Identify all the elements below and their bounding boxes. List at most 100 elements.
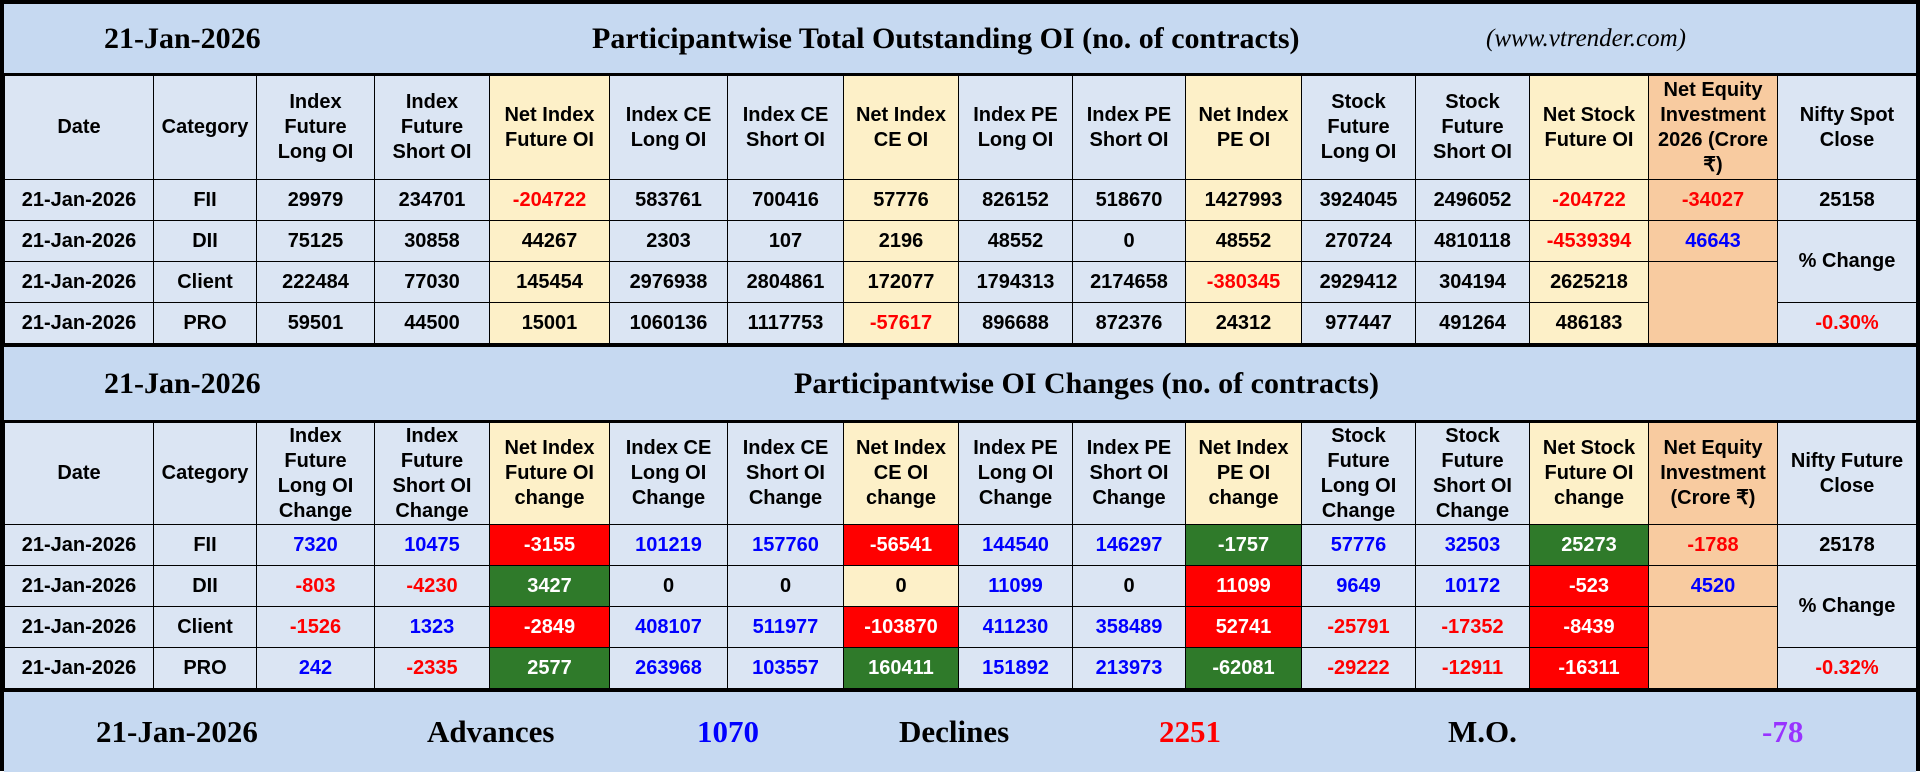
value-cell: -8439 (1529, 606, 1649, 648)
column-header: Net Index Future OI (489, 75, 610, 180)
value-cell: -16311 (1529, 647, 1649, 689)
column-header: Stock Future Long OI (1301, 75, 1416, 180)
value-cell: 234701 (374, 179, 490, 221)
date-cell: 21-Jan-2026 (4, 220, 154, 262)
value-cell: 101219 (609, 524, 728, 566)
value-cell: 172077 (843, 261, 959, 303)
data-row: 21-Jan-2026 PRO 59501 44500 15001 1060136 1117… (4, 302, 1917, 344)
value-cell: -803 (256, 565, 375, 607)
value-cell: 583761 (609, 179, 728, 221)
column-header: Index PE Long OI (958, 75, 1073, 180)
value-cell: 57776 (843, 179, 959, 221)
data-row: 21-Jan-2026 Client -1526 1323 -2849 408107 511… (4, 606, 1917, 689)
data-row: 21-Jan-2026 FII 29979 234701 -204722 583761 70… (4, 179, 1917, 221)
value-cell: 2496052 (1415, 179, 1530, 221)
value-cell: 157760 (727, 524, 844, 566)
value-cell: 491264 (1415, 302, 1530, 344)
value-cell: 4810118 (1415, 220, 1530, 262)
column-header: Date (4, 422, 154, 525)
value-cell: 2929412 (1301, 261, 1416, 303)
value-cell: 48552 (958, 220, 1073, 262)
title-band: 21-Jan-2026 Participantwise Total Outsta… (4, 4, 1916, 75)
value-cell: -56541 (843, 524, 959, 566)
equity-cell (1648, 606, 1778, 689)
advances: 1070 (697, 714, 759, 749)
advances-label: Advances (427, 714, 555, 749)
data-row: 21-Jan-2026 PRO 242 -2335 2577 263968 103557 16… (4, 647, 1917, 689)
value-cell: -12911 (1415, 647, 1530, 689)
value-cell: -2849 (489, 606, 610, 648)
value-cell: 2804861 (727, 261, 844, 303)
value-cell: 3924045 (1301, 179, 1416, 221)
column-header: Nifty Future Close (1777, 422, 1917, 525)
value-cell: 1427993 (1185, 179, 1302, 221)
date: 21-Jan-2026 (104, 21, 261, 55)
changes-table: Date Category Index Future Long OI Change I… (4, 422, 1917, 689)
declines-label: Declines (899, 714, 1010, 749)
value-cell: 144540 (958, 524, 1073, 566)
column-header: Index Future Long OI (256, 75, 375, 180)
column-header: Net Index PE OI (1185, 75, 1302, 180)
change-label: % Change (1777, 565, 1917, 648)
value-cell: 0 (1072, 565, 1186, 607)
value-cell: 1794313 (958, 261, 1073, 303)
value-cell: 146297 (1072, 524, 1186, 566)
title: Participantwise Total Outstanding OI (no… (592, 21, 1300, 55)
value-cell: 7320 (256, 524, 375, 566)
column-header: Index PE Long OI Change (958, 422, 1073, 525)
date-cell: 21-Jan-2026 (4, 302, 154, 344)
column-header: Net Equity Investment 2026 (Crore ₹) (1648, 75, 1778, 180)
equity-cell (1648, 261, 1778, 344)
value-cell: -2335 (374, 647, 490, 689)
date-cell: 21-Jan-2026 (4, 179, 154, 221)
header-row: Date Category Index Future Long OI Change I… (4, 422, 1917, 525)
value-cell: 145454 (489, 261, 610, 303)
column-header: Index CE Short OI (727, 75, 844, 180)
value-cell: -103870 (843, 606, 959, 648)
value-cell: 896688 (958, 302, 1073, 344)
value-cell: 103557 (727, 647, 844, 689)
value-cell: 2174658 (1072, 261, 1186, 303)
date-cell: 21-Jan-2026 (4, 647, 154, 689)
value-cell: 24312 (1185, 302, 1302, 344)
nifty-change: -0.30% (1777, 302, 1917, 344)
equity-cell: 4520 (1648, 565, 1778, 607)
value-cell: 826152 (958, 179, 1073, 221)
value-cell: 1323 (374, 606, 490, 648)
value-cell: -17352 (1415, 606, 1530, 648)
value-cell: 10475 (374, 524, 490, 566)
value-cell: 44500 (374, 302, 490, 344)
value-cell: 2303 (609, 220, 728, 262)
column-header: Category (153, 75, 257, 180)
value-cell: 151892 (958, 647, 1073, 689)
value-cell: 10172 (1415, 565, 1530, 607)
column-header: Net Equity Investment (Crore ₹) (1648, 422, 1778, 525)
value-cell: -4230 (374, 565, 490, 607)
date: 21-Jan-2026 (104, 366, 261, 400)
value-cell: 32503 (1415, 524, 1530, 566)
column-header: Net Stock Future OI change (1529, 422, 1649, 525)
column-header: Net Stock Future OI (1529, 75, 1649, 180)
outstanding-table: Date Category Index Future Long OI Index Fu… (4, 75, 1917, 344)
value-cell: 872376 (1072, 302, 1186, 344)
value-cell: -380345 (1185, 261, 1302, 303)
column-header: Date (4, 75, 154, 180)
value-cell: -523 (1529, 565, 1649, 607)
category-cell: Client (153, 606, 257, 648)
value-cell: 2196 (843, 220, 959, 262)
data-row: 21-Jan-2026 DII 75125 30858 44267 2303 107 2196… (4, 220, 1917, 303)
value-cell: 11099 (1185, 565, 1302, 607)
mo: -78 (1762, 714, 1804, 749)
column-header: Stock Future Short OI (1415, 75, 1530, 180)
category-cell: PRO (153, 302, 257, 344)
value-cell: 700416 (727, 179, 844, 221)
value-cell: 30858 (374, 220, 490, 262)
value-cell: 0 (609, 565, 728, 607)
equity-cell: 46643 (1648, 220, 1778, 262)
value-cell: 57776 (1301, 524, 1416, 566)
value-cell: 0 (1072, 220, 1186, 262)
value-cell: -1526 (256, 606, 375, 648)
column-header: Index PE Short OI Change (1072, 422, 1186, 525)
category-cell: PRO (153, 647, 257, 689)
